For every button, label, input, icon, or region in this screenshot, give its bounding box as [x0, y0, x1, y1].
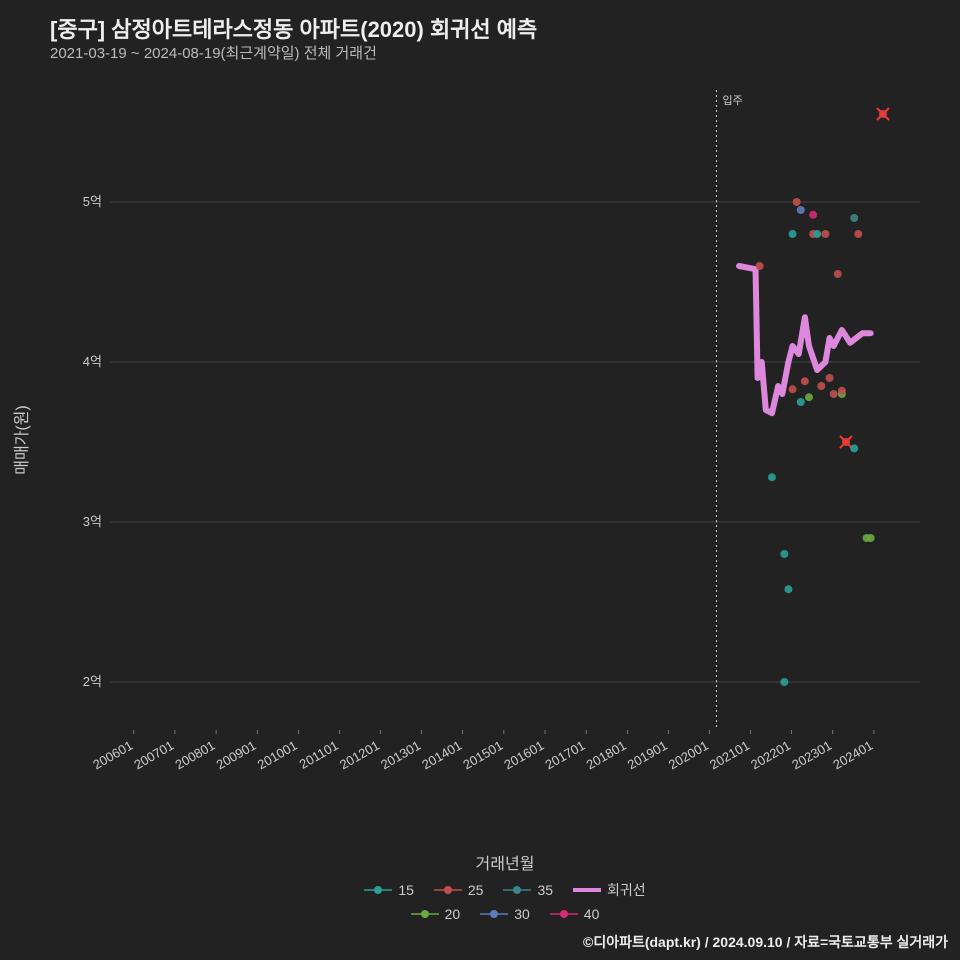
x-tick-label: 201801 — [584, 738, 629, 773]
data-point — [768, 473, 776, 481]
data-point — [797, 206, 805, 214]
legend-label: 35 — [537, 882, 553, 898]
x-tick-label: 200701 — [131, 738, 176, 773]
data-point — [834, 270, 842, 278]
x-tick-label: 202101 — [707, 738, 752, 773]
x-tick-label: 200901 — [214, 738, 259, 773]
legend-point-icon — [364, 885, 392, 895]
chart-subtitle: 2021-03-19 ~ 2024-08-19(최근계약일) 전체 거래건 — [50, 42, 377, 63]
legend-label: 회귀선 — [607, 880, 646, 900]
data-point — [809, 211, 817, 219]
legend-item: 25 — [434, 880, 484, 900]
x-tick-label: 201601 — [501, 738, 546, 773]
regression-line — [739, 266, 871, 413]
data-point — [867, 534, 875, 542]
data-point — [826, 374, 834, 382]
data-point — [821, 230, 829, 238]
legend-label: 25 — [468, 882, 484, 898]
data-point — [838, 387, 846, 395]
legend-point-icon — [480, 909, 508, 919]
x-tick-label: 202401 — [830, 738, 875, 773]
x-tick-label: 201901 — [625, 738, 670, 773]
data-point — [854, 230, 862, 238]
x-tick-label: 201101 — [297, 738, 341, 772]
chart-svg: 2억3억4억5억20060120070120080120090120100120… — [80, 80, 930, 800]
x-tick-label: 201301 — [378, 738, 423, 773]
plot-area: 2억3억4억5억20060120070120080120090120100120… — [80, 80, 930, 800]
y-tick-label: 4억 — [83, 354, 102, 369]
legend-row: 15 25 35 회귀선 — [364, 880, 645, 900]
x-tick-label: 201701 — [543, 738, 588, 773]
data-point — [789, 385, 797, 393]
legend-label: 15 — [398, 882, 414, 898]
data-point — [813, 230, 821, 238]
legend-point-icon — [411, 909, 439, 919]
footer-text: ©디아파트(dapt.kr) / 2024.09.10 / 자료=국토교통부 실… — [583, 932, 948, 952]
x-tick-label: 201001 — [255, 738, 300, 773]
x-tick-label: 202001 — [666, 738, 711, 773]
legend-item: 회귀선 — [573, 880, 646, 900]
x-tick-label: 201201 — [337, 738, 382, 773]
data-point — [850, 214, 858, 222]
data-point — [805, 393, 813, 401]
data-point — [780, 550, 788, 558]
data-point — [784, 585, 792, 593]
x-tick-label: 201501 — [460, 738, 505, 773]
legend-label: 20 — [445, 906, 461, 922]
legend-item: 40 — [550, 906, 600, 922]
data-point — [780, 678, 788, 686]
x-tick-label: 200801 — [173, 738, 218, 773]
y-tick-label: 3억 — [83, 514, 102, 529]
legend-point-icon — [503, 885, 531, 895]
data-point — [817, 382, 825, 390]
data-point — [830, 390, 838, 398]
data-point — [756, 262, 764, 270]
legend-row: 20 30 40 — [411, 906, 600, 922]
annotation-label: 입주 — [722, 94, 742, 107]
y-tick-label: 5억 — [83, 194, 102, 209]
data-point — [789, 230, 797, 238]
data-point — [793, 198, 801, 206]
chart-title: [중구] 삼정아트테라스정동 아파트(2020) 회귀선 예측 — [50, 12, 537, 44]
legend-line-icon — [573, 885, 601, 895]
data-point — [801, 377, 809, 385]
legend-label: 30 — [514, 906, 530, 922]
x-axis-label: 거래년월 — [80, 850, 930, 874]
legend-point-icon — [434, 885, 462, 895]
y-tick-label: 2억 — [83, 674, 102, 689]
x-tick-label: 201401 — [419, 738, 464, 773]
legend-item: 30 — [480, 906, 530, 922]
legend-item: 20 — [411, 906, 461, 922]
data-point — [797, 398, 805, 406]
legend-point-icon — [550, 909, 578, 919]
x-tick-label: 202301 — [789, 738, 834, 773]
legend-item: 15 — [364, 880, 414, 900]
data-point — [850, 444, 858, 452]
legend: 15 25 35 회귀선 20 30 40 — [80, 880, 930, 922]
x-tick-label: 202201 — [748, 738, 793, 773]
legend-item: 35 — [503, 880, 553, 900]
x-tick-label: 200601 — [90, 738, 135, 773]
y-axis-label: 매매가(원) — [10, 80, 30, 800]
legend-label: 40 — [584, 906, 600, 922]
